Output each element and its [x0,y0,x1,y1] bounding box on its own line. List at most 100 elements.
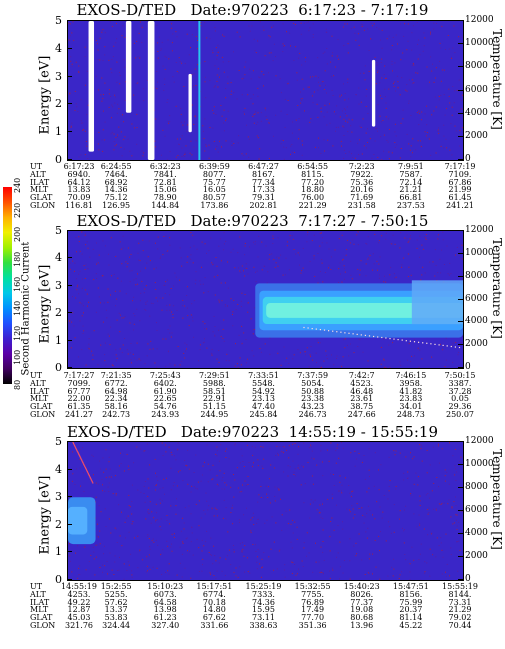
noise-dot [225,457,227,458]
noise-dot [166,304,168,306]
temperature-point [352,333,354,335]
orbit-table-cell: 80.57 [202,193,226,203]
noise-dot [104,139,106,141]
noise-dot [420,279,422,281]
noise-dot [458,36,460,38]
noise-dot [331,89,333,91]
noise-dot [279,446,281,447]
y-tick-label-right: 10000 [465,38,494,49]
noise-dot [102,321,104,323]
noise-dot [458,460,460,462]
noise-dot [444,475,446,477]
noise-dot [122,235,124,237]
noise-dot [93,551,95,553]
noise-dot [392,575,394,577]
noise-dot [234,443,236,445]
noise-dot [228,61,230,63]
noise-dot [343,45,345,47]
noise-dot [320,367,322,368]
noise-dot [379,82,381,84]
noise-dot [268,52,270,54]
noise-dot [190,258,192,260]
noise-dot [428,137,430,139]
noise-dot [241,343,243,345]
noise-dot [195,454,197,456]
noise-dot [247,136,249,138]
noise-dot [182,299,184,301]
noise-dot [159,502,161,504]
noise-dot [205,145,207,147]
noise-dot [160,50,162,51]
noise-dot [146,556,148,558]
noise-dot [186,307,188,309]
noise-dot [150,302,152,304]
noise-dot [111,569,113,571]
noise-dot [444,469,446,471]
noise-dot [81,315,83,317]
noise-dot [400,148,402,149]
noise-dot [164,84,166,85]
orbit-table-row-label: UT [30,582,43,591]
orbit-table-cell: 7099. [67,378,91,388]
noise-dot [329,536,331,538]
noise-dot [283,158,285,160]
noise-dot [194,115,196,117]
noise-dot [325,350,327,352]
temperature-point [426,342,428,344]
y-tick-label-right: 0 [465,154,471,164]
noise-dot [456,541,458,543]
noise-dot [76,289,78,291]
noise-dot [128,505,130,506]
temperature-point [85,468,87,470]
noise-dot [287,475,289,477]
noise-dot [136,40,138,42]
y-tick-mark-right [458,510,463,511]
noise-dot [82,122,84,124]
noise-dot [426,562,428,564]
noise-dot [133,329,134,331]
noise-dot [246,507,247,509]
noise-dot [269,254,271,256]
noise-dot [175,505,177,507]
noise-dot [407,276,409,277]
noise-dot [385,102,387,104]
noise-dot [135,83,137,85]
noise-dot [181,517,183,519]
noise-dot [88,343,90,345]
noise-dot [420,140,421,142]
noise-dot [412,82,413,84]
noise-dot [119,75,121,77]
noise-dot [241,94,243,96]
orbit-table-cell: 70.09 [67,193,91,203]
noise-dot [145,302,147,304]
noise-dot [215,30,216,32]
noise-dot [112,493,114,495]
noise-dot [385,96,386,98]
noise-dot [443,135,445,137]
noise-dot [182,541,184,543]
temperature-point [80,457,82,459]
noise-dot [304,110,305,112]
noise-dot [82,129,84,131]
noise-dot [162,455,164,456]
noise-dot [282,446,284,447]
noise-dot [174,455,175,457]
noise-dot [339,541,341,543]
noise-dot [421,445,423,447]
orbit-table-cell: 5054. [301,378,325,388]
noise-dot [423,32,425,34]
orbit-table-cell: 243.93 [151,410,180,419]
noise-dot [440,94,442,96]
noise-dot [239,543,241,545]
noise-dot [114,555,116,557]
noise-dot [448,499,450,501]
noise-dot [176,449,178,451]
noise-dot [435,67,437,69]
noise-dot [326,449,328,451]
noise-dot [220,282,222,284]
noise-dot [420,448,422,450]
noise-dot [221,300,223,302]
noise-dot [191,104,193,106]
noise-dot [324,272,326,273]
noise-dot [451,114,453,116]
